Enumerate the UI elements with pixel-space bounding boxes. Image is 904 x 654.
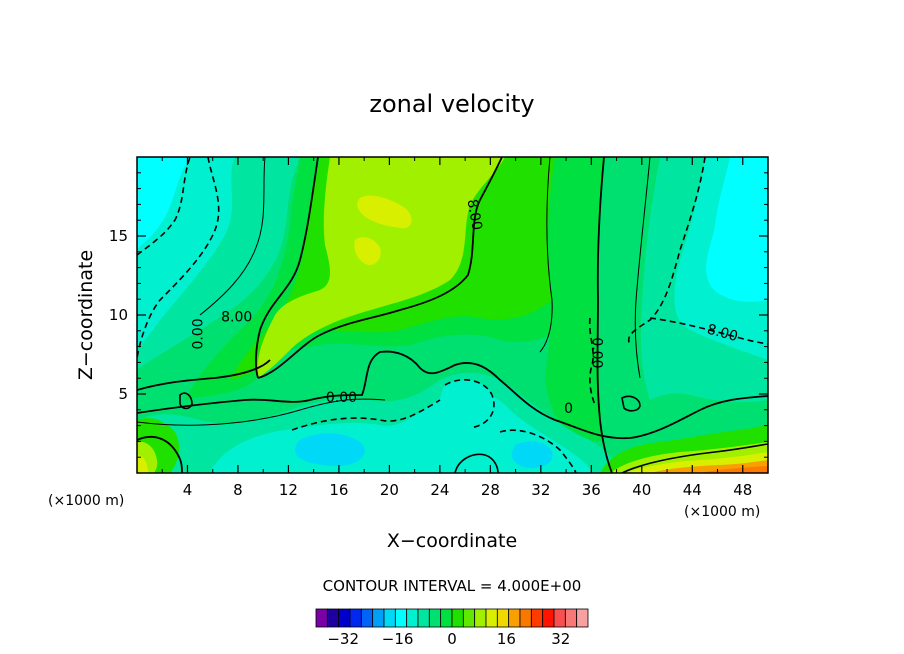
x-tick-label-5: 24 <box>430 481 449 499</box>
colorbar-swatch-8 <box>406 608 419 628</box>
contour-label-4: 0.00 <box>191 318 207 349</box>
contour-line <box>199 157 266 316</box>
colorbar-tick-label-0: −32 <box>327 630 359 648</box>
contour-lines <box>137 157 768 473</box>
y-axis-ticks: 5 10 15 <box>109 172 768 458</box>
contour-line <box>137 157 220 359</box>
colorbar-tick-label-2: 0 <box>447 630 457 648</box>
contour-interval-text: CONTOUR INTERVAL = 4.000E+00 <box>323 577 582 595</box>
x-axis-label: X−coordinate <box>387 530 517 552</box>
field-region-center-yellow-2 <box>354 237 381 266</box>
field-region-bottomright-orangered <box>700 466 768 473</box>
contour-label-0: 8.00 <box>221 309 252 325</box>
y-axis-label: Z−coordinate <box>75 250 97 380</box>
colorbar-swatch-22 <box>564 608 578 628</box>
field-region-center-yellow-1 <box>357 195 412 229</box>
colorbar-swatch-16 <box>496 608 510 628</box>
x-tick-label-9: 40 <box>632 481 651 499</box>
x-tick-label-10: 44 <box>683 481 702 499</box>
contour-line <box>137 398 386 426</box>
field-region-lower-lightcyan-2 <box>511 441 553 468</box>
colorbar-swatch-13 <box>462 608 476 628</box>
contour-line <box>539 157 553 353</box>
x-tick-label-3: 16 <box>329 481 348 499</box>
contour-label-2: 8.00 <box>705 321 739 345</box>
colorbar-swatch-9 <box>417 608 430 628</box>
x-tick-label-2: 12 <box>279 481 298 499</box>
colorbar-tick-label-4: 32 <box>551 630 570 648</box>
contour-label-6: 0 <box>564 401 573 417</box>
contour-line <box>137 350 768 440</box>
x-tick-label-1: 8 <box>233 481 243 499</box>
colorbar-swatch-15 <box>485 608 498 628</box>
colorbar-swatch-14 <box>474 608 487 628</box>
contour-label-5: 0.00 <box>589 337 605 368</box>
field-region-right-green2 <box>545 157 605 442</box>
contour-line <box>454 453 499 473</box>
contour-line <box>634 157 651 379</box>
x-units-right: (×1000 m) <box>684 504 760 520</box>
colorbar-tick-labels: −32 −16 0 16 32 <box>327 630 570 648</box>
contour-line <box>179 392 193 410</box>
colorbar-tick-label-3: 16 <box>497 630 516 648</box>
y-tick-label-1: 10 <box>109 306 128 324</box>
colorbar-swatch-21 <box>553 608 566 628</box>
colorbar-swatch-7 <box>394 608 408 628</box>
contour-line <box>137 359 271 391</box>
y-tick-label-2: 15 <box>109 227 128 245</box>
x-tick-label-0: 4 <box>183 481 193 499</box>
colorbar-swatch-12 <box>451 608 464 628</box>
colorbar <box>315 608 589 628</box>
colorbar-swatch-5 <box>372 608 385 628</box>
contour-line <box>137 157 191 256</box>
x-tick-label-11: 48 <box>733 481 752 499</box>
contour-line <box>621 395 641 412</box>
colorbar-swatch-0 <box>315 608 328 628</box>
contour-line <box>621 443 768 473</box>
contour-line <box>257 157 503 379</box>
field-region-lower-aqua-island <box>440 379 494 429</box>
contour-line <box>649 317 768 345</box>
colorbar-swatch-18 <box>519 608 532 628</box>
colorbar-swatch-11 <box>440 608 453 628</box>
contour-line <box>255 157 319 379</box>
x-tick-label-7: 32 <box>531 481 550 499</box>
contour-line <box>596 157 613 473</box>
x-units-left: (×1000 m) <box>48 493 124 509</box>
field-region-left-cyan <box>137 157 190 250</box>
colorbar-swatch-1 <box>326 608 340 628</box>
chart-title: zonal velocity <box>369 90 534 118</box>
contour-field: 8.00 8.00 8.00 0.00 0.00 0.00 0 <box>137 157 768 473</box>
x-tick-label-8: 36 <box>582 481 601 499</box>
contour-label-3: 0.00 <box>326 390 357 406</box>
colorbar-swatch-10 <box>428 608 442 628</box>
field-region-bottomleft-yellow <box>137 455 148 473</box>
field-region-lower-lightcyan-1 <box>295 433 365 466</box>
colorbar-swatch-23 <box>576 608 589 628</box>
contour-line <box>628 157 706 346</box>
colorbar-swatch-6 <box>383 608 396 628</box>
field-region-center-yelgreen <box>257 157 505 378</box>
colorbar-swatch-20 <box>542 608 555 628</box>
x-axis-ticks: 4 8 12 16 20 24 28 32 36 40 44 48 <box>161 157 752 499</box>
field-region-right-cyan <box>706 157 768 302</box>
contour-label-1: 8.00 <box>464 198 485 231</box>
colorbar-swatch-4 <box>360 608 374 628</box>
colorbar-swatch-2 <box>338 608 351 628</box>
contour-line <box>499 429 577 473</box>
contour-label-layer: 8.00 8.00 8.00 0.00 0.00 0.00 0 <box>191 198 740 417</box>
colorbar-swatch-19 <box>530 608 544 628</box>
colorbar-swatch-17 <box>508 608 521 628</box>
field-region-right-green <box>599 157 660 430</box>
contour-line <box>291 399 441 431</box>
contour-line <box>137 435 183 473</box>
contour-line <box>588 317 596 406</box>
contour-line <box>444 379 495 429</box>
y-tick-label-0: 5 <box>118 385 128 403</box>
colorbar-swatch-3 <box>349 608 362 628</box>
colorbar-tick-label-1: −16 <box>382 630 414 648</box>
x-tick-label-4: 20 <box>380 481 399 499</box>
x-tick-label-6: 28 <box>481 481 500 499</box>
